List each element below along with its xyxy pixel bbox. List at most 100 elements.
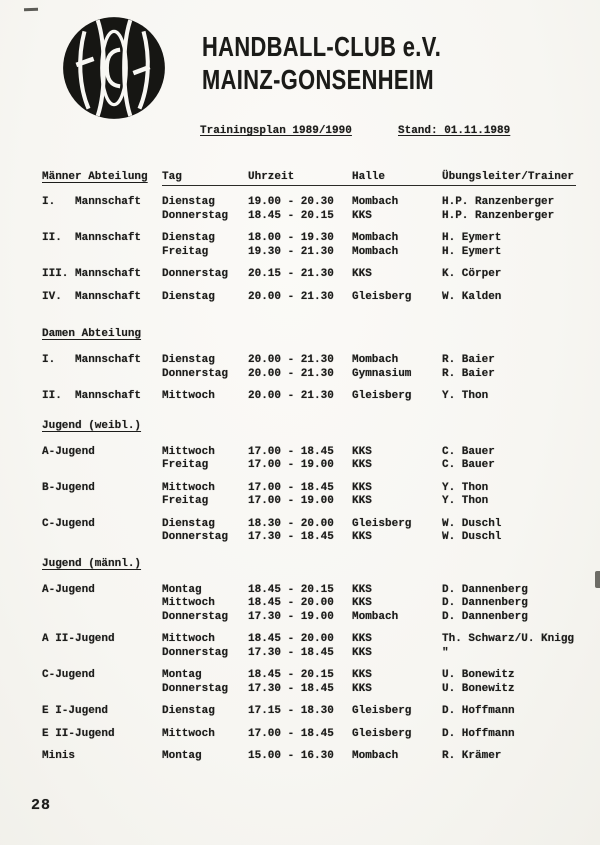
trainer-cell: " (442, 646, 449, 659)
trainer-cell: W. Duschl (442, 517, 502, 530)
schedule-row: III. Mannschaft Donnerstag 20.15 - 21.30… (42, 268, 577, 282)
day-cell: Mittwoch (162, 390, 215, 402)
hall-cell: KKS (352, 597, 372, 609)
schedule-row: IV. Mannschaft Dienstag 20.00 - 21.30 Gl… (42, 291, 577, 305)
schedule-entry: I. Mannschaft Dienstag 19.00 - 20.30 Mom… (42, 196, 577, 223)
day-cell: Dienstag (162, 517, 215, 530)
time-cell: 17.30 - 18.45 (248, 646, 334, 659)
day-cell: Montag (162, 750, 202, 762)
team-label: C-Jugend (42, 517, 95, 530)
schedule-entry: E II-Jugend Mittwoch 17.00 - 18.45 Gleis… (42, 728, 577, 742)
day-cell: Mittwoch (162, 481, 215, 494)
hall-cell: KKS (352, 481, 372, 494)
trainer-cell: W. Duschl (442, 531, 502, 543)
club-title-line1: HANDBALL-CLUB e.V. (202, 31, 442, 62)
day-cell: Freitag (162, 495, 209, 507)
schedule-row: C-Jugend Montag 18.45 - 20.15 KKS U. Bon… (42, 669, 577, 683)
hall-cell: KKS (352, 531, 372, 543)
day-cell: Donnerstag (162, 646, 229, 659)
day-cell: Donnerstag (162, 531, 229, 543)
trainer-cell: D. Dannenberg (442, 610, 528, 623)
hall-cell: KKS (352, 669, 372, 681)
day-cell: Dienstag (162, 196, 215, 208)
team-label: II. Mannschaft (42, 232, 142, 244)
schedule-row: I. Mannschaft Dienstag 20.00 - 21.30 Mom… (42, 354, 577, 368)
time-cell: 15.00 - 16.30 (248, 750, 334, 762)
schedule-entry: E I-Jugend Dienstag 17.15 - 18.30 Gleisb… (42, 705, 577, 719)
time-cell: 17.30 - 19.00 (248, 610, 334, 623)
schedule-entry: A II-Jugend Mittwoch 18.45 - 20.00 KKS T… (42, 633, 577, 660)
time-cell: 17.00 - 19.00 (248, 495, 334, 507)
schedule-row: Donnerstag 17.30 - 18.45 KKS W. Duschl (42, 531, 577, 545)
day-cell: Mittwoch (162, 445, 215, 458)
schedule-row: Mittwoch 18.45 - 20.00 KKS D. Dannenberg (42, 597, 577, 611)
schedule-row: C-Jugend Dienstag 18.30 - 20.00 Gleisber… (42, 518, 577, 532)
team-label: I. Mannschaft (42, 196, 142, 208)
hall-cell: Gymnasium (352, 367, 412, 380)
schedule-entry: III. Mannschaft Donnerstag 20.15 - 21.30… (42, 268, 577, 282)
schedule-row: E II-Jugend Mittwoch 17.00 - 18.45 Gleis… (42, 728, 577, 742)
training-schedule-table: Männer Abteilung Tag Uhrzeit Halle Übung… (42, 171, 577, 773)
hall-cell: Gleisberg (352, 727, 412, 740)
column-header-halle: Halle (352, 171, 386, 183)
trainer-cell: C. Bauer (442, 459, 495, 471)
time-cell: 17.00 - 18.45 (248, 445, 334, 458)
day-cell: Donnerstag (162, 682, 229, 695)
time-cell: 20.00 - 21.30 (248, 354, 334, 366)
hall-cell: Mombach (352, 232, 399, 244)
schedule-entry: II. Mannschaft Mittwoch 20.00 - 21.30 Gl… (42, 390, 577, 404)
time-cell: 19.00 - 20.30 (248, 196, 334, 208)
day-cell: Dienstag (162, 232, 215, 244)
club-title-line2: MAINZ-GONSENHEIM (202, 64, 434, 95)
hall-cell: Gleisberg (352, 517, 412, 530)
trainer-cell: H. Eymert (442, 245, 502, 258)
section-heading: Jugend (männl.) (42, 557, 142, 570)
time-cell: 17.15 - 18.30 (248, 705, 334, 717)
schedule-row: Donnerstag 17.30 - 18.45 KKS " (42, 647, 577, 661)
hall-cell: Gleisberg (352, 705, 412, 717)
schedule-entry: C-Jugend Dienstag 18.30 - 20.00 Gleisber… (42, 518, 577, 545)
team-label: II. Mannschaft (42, 390, 142, 402)
time-cell: 18.30 - 20.00 (248, 517, 334, 530)
team-label: B-Jugend (42, 481, 95, 494)
team-label: A-Jugend (42, 583, 95, 596)
schedule-row: Donnerstag 20.00 - 21.30 Gymnasium R. Ba… (42, 368, 577, 382)
trainer-cell: D. Dannenberg (442, 597, 528, 609)
team-label: E II-Jugend (42, 727, 115, 740)
team-label: A II-Jugend (42, 633, 115, 645)
trainer-cell: R. Baier (442, 367, 495, 380)
section-heading: Jugend (weibl.) (42, 419, 142, 432)
day-cell: Freitag (162, 245, 209, 258)
schedule-row: E I-Jugend Dienstag 17.15 - 18.30 Gleisb… (42, 705, 577, 719)
team-label: IV. Mannschaft (42, 290, 142, 303)
hcg-club-logo-icon (63, 17, 165, 119)
schedule-entry: IV. Mannschaft Dienstag 20.00 - 21.30 Gl… (42, 291, 577, 305)
schedule-row: II. Mannschaft Mittwoch 20.00 - 21.30 Gl… (42, 390, 577, 404)
schedule-entry: I. Mannschaft Dienstag 20.00 - 21.30 Mom… (42, 354, 577, 381)
club-title: HANDBALL-CLUB e.V. MAINZ-GONSENHEIM (202, 30, 441, 96)
schedule-row: II. Mannschaft Dienstag 18.00 - 19.30 Mo… (42, 232, 577, 246)
hall-cell: KKS (352, 583, 372, 596)
hall-cell: KKS (352, 682, 372, 695)
scan-artifact-smudge (595, 571, 600, 588)
hall-cell: KKS (352, 646, 372, 659)
time-cell: 19.30 - 21.30 (248, 245, 334, 258)
day-cell: Montag (162, 669, 202, 681)
schedule-row: B-Jugend Mittwoch 17.00 - 18.45 KKS Y. T… (42, 482, 577, 496)
hall-cell: Mombach (352, 196, 399, 208)
team-label: A-Jugend (42, 445, 95, 458)
time-cell: 20.00 - 21.30 (248, 290, 334, 303)
day-cell: Freitag (162, 459, 209, 471)
schedule-row: Freitag 17.00 - 19.00 KKS C. Bauer (42, 459, 577, 473)
hall-cell: Mombach (352, 245, 399, 258)
trainer-cell: U. Bonewitz (442, 669, 515, 681)
day-cell: Dienstag (162, 354, 215, 366)
trainer-cell: W. Kalden (442, 290, 502, 303)
schedule-entry: Minis Montag 15.00 - 16.30 Mombach R. Kr… (42, 750, 577, 764)
hall-cell: Mombach (352, 354, 399, 366)
trainer-cell: Y. Thon (442, 390, 489, 402)
schedule-entry: A-Jugend Montag 18.45 - 20.15 KKS D. Dan… (42, 584, 577, 625)
day-cell: Donnerstag (162, 268, 229, 280)
schedule-row: Donnerstag 18.45 - 20.15 KKS H.P. Ranzen… (42, 210, 577, 224)
section-heading: Damen Abteilung (42, 328, 142, 340)
